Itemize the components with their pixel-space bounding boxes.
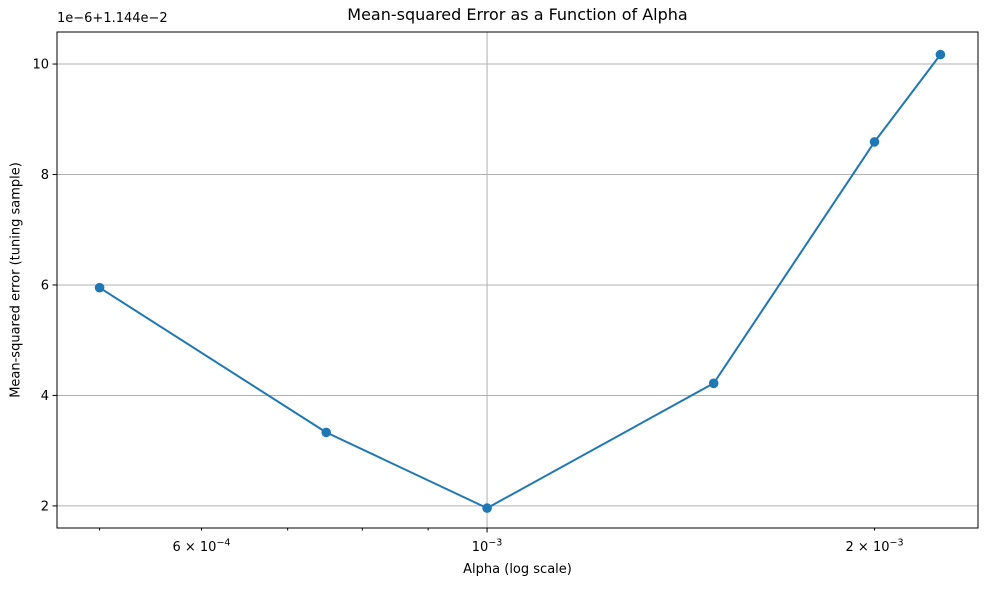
y-tick-label: 10 (32, 58, 49, 73)
data-point-marker (321, 427, 332, 438)
x-tick-label: 10−3 (472, 538, 503, 556)
data-point-marker (935, 49, 946, 60)
y-tick-label: 6 (41, 278, 49, 293)
chart-title: Mean-squared Error as a Function of Alph… (347, 5, 688, 24)
x-tick-label: 2 × 10−3 (846, 538, 904, 556)
data-point-marker (482, 503, 492, 513)
x-axis-label: Alpha (log scale) (463, 562, 572, 577)
y-tick-label: 2 (41, 499, 49, 514)
y-axis-offset-label: 1e−6+1.144e−2 (57, 11, 168, 26)
data-point-marker (708, 378, 719, 389)
axes-frame (56, 31, 979, 529)
data-point-marker (94, 282, 105, 293)
x-tick-label: 6 × 10−4 (172, 538, 230, 556)
y-tick-label: 8 (41, 168, 49, 183)
y-tick-label: 4 (41, 389, 49, 404)
y-axis-label: Mean-squared error (tuning sample) (8, 162, 24, 398)
data-point-marker (869, 137, 880, 147)
data-line (98, 53, 942, 510)
